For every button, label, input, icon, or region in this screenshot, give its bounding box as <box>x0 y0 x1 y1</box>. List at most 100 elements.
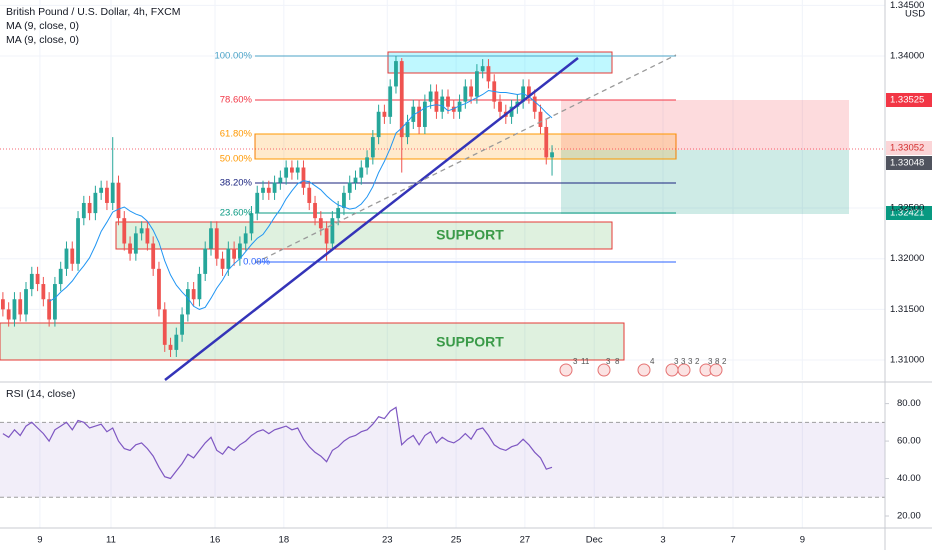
trend-line <box>254 54 677 264</box>
candle-body <box>434 91 439 112</box>
stop-zone <box>561 100 849 150</box>
candle-body <box>463 86 468 102</box>
candle-body <box>116 182 121 219</box>
candle-body <box>0 299 5 310</box>
price-label: 1.33048 <box>890 158 924 169</box>
y-tick-label: 1.32500 <box>890 203 924 214</box>
candle-body <box>226 248 231 269</box>
event-icon <box>597 363 611 377</box>
y-tick-label: 20.00 <box>897 511 921 522</box>
indicator-label: MA (9, close, 0) <box>6 34 79 46</box>
y-tick-label: 1.31500 <box>890 304 924 315</box>
target-zone <box>561 150 849 214</box>
event-count: 3 <box>681 357 686 366</box>
event-count: 3 <box>573 357 578 366</box>
candle-body <box>209 228 213 249</box>
candle-body <box>99 187 104 193</box>
currency-label: USD <box>905 9 925 20</box>
candle-body <box>538 111 543 127</box>
y-tick-label: 1.31000 <box>890 355 924 366</box>
x-tick-label: 7 <box>730 535 735 546</box>
candle-body <box>486 66 491 82</box>
x-tick-label: 9 <box>800 535 805 546</box>
candle-body <box>382 111 387 117</box>
fib-label: 0.00% <box>243 257 270 268</box>
candle-body <box>12 299 17 320</box>
moving-average <box>48 89 553 310</box>
y-tick-label: 40.00 <box>897 473 921 484</box>
candle-body <box>388 86 393 117</box>
fib-label: 61.80% <box>220 129 253 140</box>
candle-body <box>324 228 329 244</box>
candle-body <box>394 61 398 87</box>
fib-label: 23.60% <box>220 208 253 219</box>
event-icon <box>677 363 691 377</box>
x-tick-label: Dec <box>586 535 603 546</box>
candle-body <box>550 152 554 158</box>
candle-body <box>249 213 254 234</box>
support-zone <box>0 322 625 361</box>
candle-body <box>41 284 46 300</box>
candle-body <box>93 192 98 214</box>
candle-body <box>399 61 404 138</box>
candle-body <box>255 192 260 214</box>
candle-body <box>180 314 184 335</box>
price-label: 1.33052 <box>890 143 924 154</box>
candle-body <box>47 299 52 320</box>
event-icon <box>559 363 573 377</box>
candle-body <box>110 182 115 203</box>
candle-body <box>64 248 69 269</box>
candle-body <box>457 101 462 112</box>
fib-label: 100.00% <box>214 51 252 62</box>
candle-body <box>313 202 317 219</box>
candle-body <box>168 344 173 350</box>
candle-body <box>58 268 63 285</box>
candle-body <box>290 167 294 173</box>
event-count: 3 <box>674 357 679 366</box>
candle-body <box>469 86 474 97</box>
candle-body <box>220 258 225 269</box>
candle-body <box>544 126 549 158</box>
candle-body <box>532 96 537 112</box>
event-count: 3 <box>708 357 713 366</box>
zone-label: SUPPORT <box>436 334 504 350</box>
support-zone <box>115 221 613 250</box>
x-tick-label: 23 <box>382 535 393 546</box>
fib-label: 38.20% <box>220 178 253 189</box>
candle-body <box>284 167 289 178</box>
candle-body <box>365 157 369 168</box>
candle-body <box>122 218 127 244</box>
candle-body <box>6 309 11 320</box>
candle-body <box>29 273 34 290</box>
candles <box>0 56 554 357</box>
x-tick-label: 18 <box>279 535 290 546</box>
event-icon <box>709 363 723 377</box>
candle-body <box>261 187 265 193</box>
candle-body <box>214 228 219 259</box>
candle-body <box>295 167 300 173</box>
event-count: 2 <box>695 357 700 366</box>
fib-label: 78.60% <box>220 95 253 106</box>
event-count: 11 <box>581 357 590 366</box>
event-count: 8 <box>615 357 620 366</box>
candle-body <box>243 233 248 244</box>
trend-line <box>164 57 579 381</box>
candle-body <box>509 106 514 117</box>
candle-body <box>336 208 341 219</box>
rsi-line <box>2 406 553 480</box>
candle-body <box>162 309 167 345</box>
price-tag <box>886 156 932 170</box>
candle-body <box>440 96 445 112</box>
event-count: 3 <box>688 357 693 366</box>
events: 3 11 3 8 4 3 3 3 2 3 8 2 <box>559 357 727 377</box>
candle-body <box>232 248 237 259</box>
candle-body <box>157 268 161 310</box>
candle-body <box>185 289 190 315</box>
candle-body <box>318 218 323 229</box>
candle-body <box>474 71 479 97</box>
x-tick-label: 3 <box>660 535 665 546</box>
candle-body <box>330 218 335 244</box>
candle-body <box>428 91 433 102</box>
event-count: 8 <box>715 357 720 366</box>
candle-body <box>370 137 375 158</box>
